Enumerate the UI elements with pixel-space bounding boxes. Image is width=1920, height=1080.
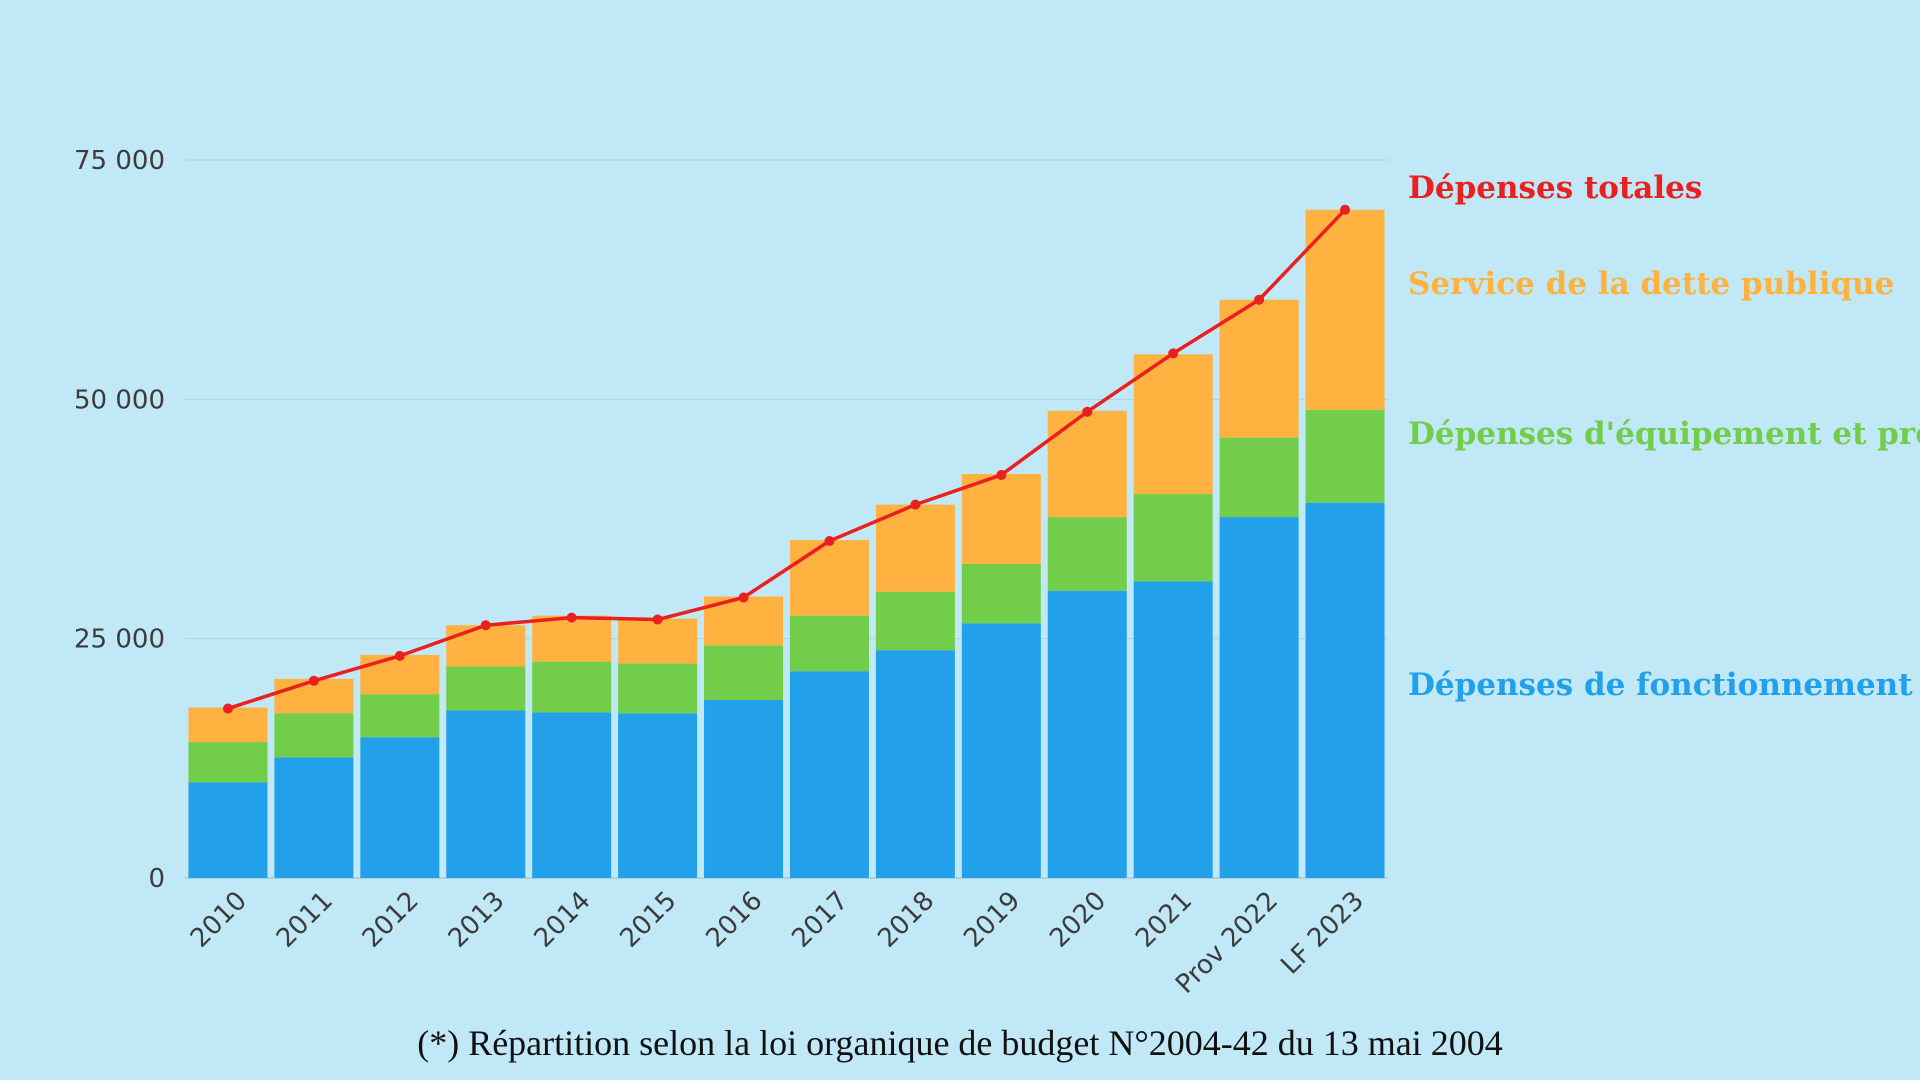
bar-segment (1219, 299, 1299, 438)
bar-segment (961, 474, 1041, 564)
bar-segment (360, 654, 440, 695)
legend-label: Service de la dette publique (1408, 266, 1894, 302)
bar-segment (875, 650, 955, 878)
legend-label: Dépenses d'équipement et prêts (1408, 416, 1920, 452)
bar-segment (1047, 590, 1127, 878)
bar-segment (789, 671, 869, 878)
bar-segment (618, 713, 698, 878)
bar-segment (274, 757, 354, 878)
bar-segment (1219, 437, 1299, 518)
x-tick-label: 2019 (958, 886, 1026, 954)
bar-segment (1133, 581, 1213, 878)
bar-segment (188, 742, 268, 783)
bar-segment (789, 615, 869, 672)
bar-segment (618, 618, 698, 664)
bar-segment (1133, 494, 1213, 582)
legend-label: Dépenses de fonctionnement (1408, 667, 1913, 703)
total-point (652, 614, 663, 625)
bar-segment (618, 663, 698, 714)
bar-segment (188, 782, 268, 878)
bar-segment (789, 540, 869, 616)
y-tick-label: 75 000 (74, 146, 165, 176)
bar-segment (704, 699, 784, 878)
footnote: (*) Répartition selon la loi organique d… (417, 1023, 1503, 1063)
total-point (1168, 348, 1179, 359)
total-point (1340, 204, 1351, 215)
total-point (394, 650, 405, 661)
total-point (566, 612, 577, 623)
total-point (222, 703, 233, 714)
bar-segment (875, 504, 955, 592)
bar-segment (704, 645, 784, 700)
total-line (227, 208, 1347, 711)
bar-segment (446, 625, 526, 667)
x-tick-label: 2017 (786, 886, 854, 954)
legend-label: Dépenses totales (1408, 170, 1702, 206)
x-tick-label: LF 2023 (1275, 886, 1370, 981)
bar-segment (1047, 517, 1127, 591)
total-point (1254, 294, 1265, 305)
bar-segment (1219, 517, 1299, 878)
bar-segment (360, 694, 440, 738)
x-tick-label: 2020 (1044, 886, 1112, 954)
bar-segment (961, 563, 1041, 624)
x-tick-label: 2015 (615, 886, 683, 954)
x-tick-label: 2012 (357, 886, 425, 954)
bar-segment (274, 713, 354, 758)
bar-segment (1047, 410, 1127, 518)
total-point (1082, 406, 1093, 417)
x-tick-label: 2018 (872, 886, 940, 954)
bar-segment (875, 591, 955, 651)
total-point (308, 675, 319, 686)
bar-segment (532, 661, 612, 713)
total-point (480, 620, 491, 631)
total-point (910, 499, 921, 510)
x-tick-label: 2014 (529, 886, 597, 954)
x-tick-label: 2010 (185, 886, 253, 954)
y-tick-label: 50 000 (74, 385, 165, 415)
bar-segment (446, 710, 526, 878)
bar-segment (532, 615, 612, 662)
x-tick-label: 2021 (1130, 886, 1198, 954)
x-tick-label: 2013 (443, 886, 511, 954)
total-point (996, 469, 1007, 480)
x-tick-label: 2016 (700, 886, 768, 954)
total-point (824, 536, 835, 547)
bar-segment (532, 712, 612, 878)
bar-segment (1133, 354, 1213, 495)
bar-segment (1305, 409, 1385, 503)
y-tick-label: 0 (148, 864, 165, 894)
bar-segment (1305, 209, 1385, 410)
bar-segment (961, 623, 1041, 878)
stacked-bar-line-chart: 0 25 000 50 000 75 000 2010 2011 2012 2013 2014 2… (74, 146, 1920, 1000)
bar-segment (446, 666, 526, 711)
x-tick-label: 2011 (271, 886, 339, 954)
total-point (738, 592, 749, 603)
bar-segment (1305, 502, 1385, 878)
y-tick-label: 25 000 (74, 625, 165, 655)
bar-segment (360, 737, 440, 878)
